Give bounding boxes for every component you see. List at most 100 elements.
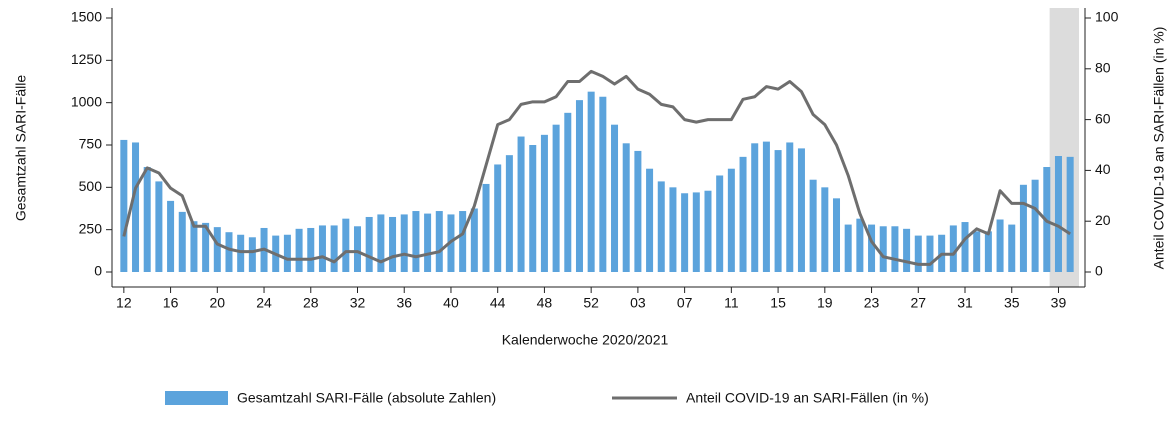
bar <box>178 211 186 272</box>
x-tick-label: 20 <box>210 295 226 311</box>
y2-tick-label: 60 <box>1095 110 1111 126</box>
bar <box>213 227 221 272</box>
x-tick-label: 19 <box>817 295 833 311</box>
bar <box>727 168 735 272</box>
shaded-region <box>1049 8 1079 287</box>
legend-label: Gesamtzahl SARI-Fälle (absolute Zahlen) <box>237 390 496 406</box>
bar <box>809 179 817 272</box>
y-tick-label: 1250 <box>71 51 102 67</box>
y-tick-label: 1000 <box>71 93 102 109</box>
y2-tick-label: 0 <box>1095 263 1103 279</box>
y-tick-label: 0 <box>94 263 102 279</box>
bar <box>353 226 362 272</box>
bar <box>283 234 291 272</box>
bar <box>202 222 210 272</box>
legend-label: Anteil COVID-19 an SARI-Fällen (in %) <box>686 390 929 406</box>
bar <box>821 187 829 272</box>
bar <box>494 164 502 272</box>
bar <box>949 225 957 272</box>
bar <box>424 213 432 272</box>
bar <box>377 214 385 272</box>
bar <box>961 222 969 272</box>
bar <box>891 226 899 272</box>
bar <box>1031 179 1039 272</box>
y2-tick-label: 20 <box>1095 212 1111 228</box>
x-tick-label: 28 <box>303 295 319 311</box>
y2-tick-label: 100 <box>1095 9 1119 25</box>
x-axis-title: Kalenderwoche 2020/2021 <box>502 332 669 348</box>
bar <box>797 148 805 272</box>
x-tick-label: 31 <box>957 295 973 311</box>
bar <box>646 168 654 272</box>
bar <box>914 235 922 272</box>
bar <box>692 192 700 272</box>
bar <box>505 155 513 272</box>
bar <box>529 145 537 272</box>
y2-tick-label: 40 <box>1095 161 1111 177</box>
bar <box>470 208 478 272</box>
bar <box>564 112 572 273</box>
y-tick-label: 750 <box>79 136 103 152</box>
x-tick-label: 23 <box>864 295 880 311</box>
bar <box>248 237 256 272</box>
x-tick-label: 27 <box>910 295 926 311</box>
bar <box>973 231 981 272</box>
bar <box>143 167 151 272</box>
bar <box>657 181 665 272</box>
x-tick-label: 40 <box>443 295 459 311</box>
bar <box>318 225 326 272</box>
bar <box>774 150 782 272</box>
x-tick-label: 24 <box>256 295 272 311</box>
bar <box>190 221 198 272</box>
bar <box>552 124 560 273</box>
bar <box>167 200 175 272</box>
bar <box>517 136 525 272</box>
bar <box>412 211 420 272</box>
legend-swatch-bar <box>165 391 228 405</box>
bar <box>622 143 630 272</box>
bar <box>879 226 887 272</box>
bar <box>155 181 163 272</box>
bar <box>739 156 747 272</box>
bar <box>120 139 128 272</box>
bar <box>681 193 689 272</box>
x-tick-label: 07 <box>677 295 693 311</box>
bar <box>389 216 397 272</box>
bar <box>669 187 677 272</box>
bar <box>400 214 408 272</box>
bar <box>237 234 245 272</box>
x-tick-label: 12 <box>116 295 132 311</box>
x-tick-label: 44 <box>490 295 506 311</box>
bar <box>435 211 443 272</box>
bar <box>844 224 852 272</box>
bar <box>1019 184 1027 272</box>
y-axis-title: Gesamtzahl SARI-Fälle <box>13 75 29 221</box>
x-tick-label: 52 <box>583 295 599 311</box>
bar <box>751 143 759 272</box>
bar <box>587 91 595 272</box>
x-tick-label: 35 <box>1004 295 1020 311</box>
line-series <box>122 69 1071 266</box>
bar <box>996 219 1004 272</box>
y-tick-label: 1500 <box>71 9 102 25</box>
x-tick-label: 11 <box>724 295 739 311</box>
x-tick-label: 03 <box>630 295 646 311</box>
y-tick-label: 500 <box>79 178 103 194</box>
bar <box>1054 156 1062 272</box>
bar <box>225 232 233 272</box>
bar <box>762 141 770 272</box>
y2-tick-label: 80 <box>1095 60 1111 76</box>
bar <box>1008 224 1016 272</box>
x-tick-label: 48 <box>537 295 553 311</box>
bar <box>295 228 303 272</box>
bar <box>716 175 724 272</box>
bar <box>984 231 992 272</box>
bar <box>832 198 841 272</box>
bar <box>365 216 373 272</box>
bar <box>342 218 350 272</box>
bar <box>704 190 712 272</box>
bar <box>599 96 607 273</box>
x-tick-label: 15 <box>770 295 786 311</box>
x-tick-label: 16 <box>163 295 179 311</box>
